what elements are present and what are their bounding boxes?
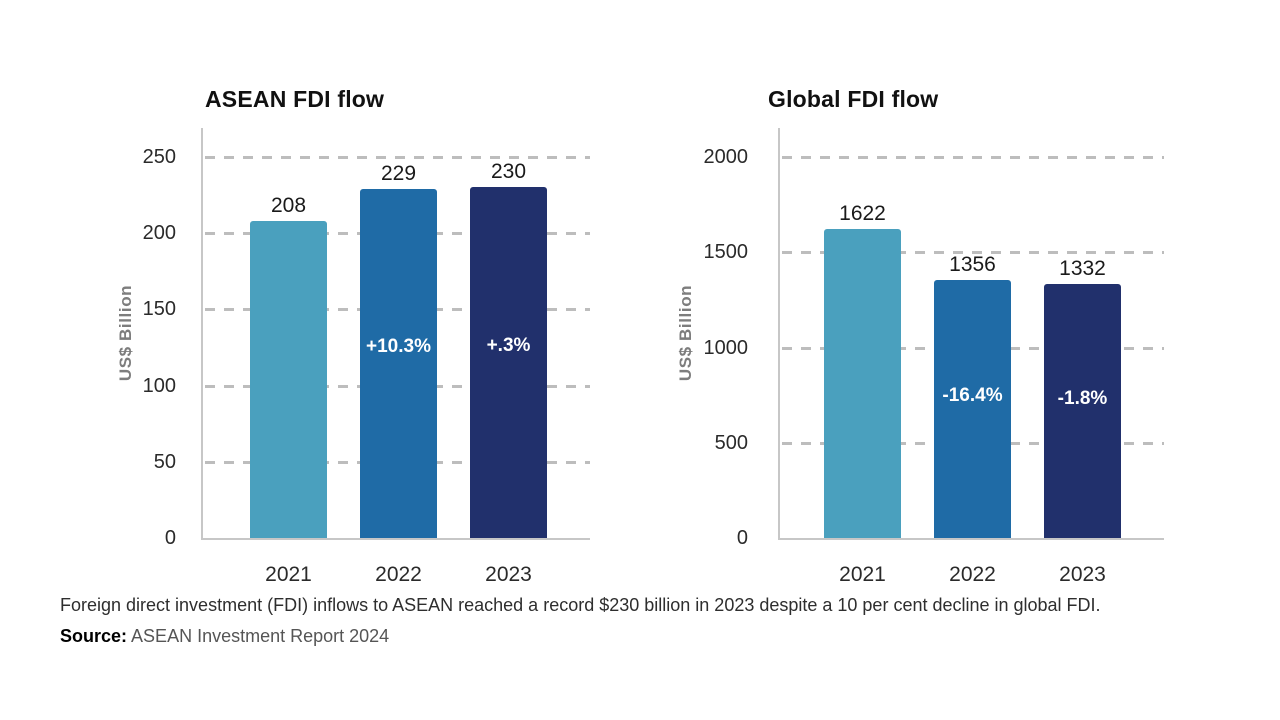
bar-value-label: 1332 xyxy=(1059,257,1106,281)
bar-value-label: 208 xyxy=(270,194,307,217)
chart-title-asean: ASEAN FDI flow xyxy=(205,86,385,112)
bar-2022 xyxy=(934,279,1011,538)
bar-2021 xyxy=(824,229,901,538)
y-tick-label: 150 xyxy=(142,298,176,321)
source-text: ASEAN Investment Report 2024 xyxy=(131,626,390,646)
y-tick-label: 1500 xyxy=(703,241,749,264)
bar-pct-label: +.3% xyxy=(486,334,531,356)
y-tick-label: 2000 xyxy=(703,146,749,168)
bar-value-label: 1356 xyxy=(949,252,996,276)
y-tick-label: 0 xyxy=(164,527,176,549)
x-tick-label: 2023 xyxy=(485,563,532,586)
x-tick-label: 2023 xyxy=(1059,563,1106,586)
source-label: Source: xyxy=(60,626,128,646)
y-tick-label: 1000 xyxy=(703,336,749,359)
gridline xyxy=(782,156,1164,159)
chart-title-global: Global FDI flow xyxy=(768,86,939,112)
gridline xyxy=(782,251,1164,255)
y-tick-label: 500 xyxy=(714,431,748,454)
x-tick-label: 2022 xyxy=(375,563,422,586)
x-tick-label: 2021 xyxy=(265,563,312,586)
y-axis-line xyxy=(201,128,203,540)
x-tick-label: 2021 xyxy=(839,563,886,586)
bar-pct-label: +10.3% xyxy=(366,335,431,357)
y-tick-label: 200 xyxy=(142,222,176,245)
y-tick-label: 0 xyxy=(736,527,748,549)
y-tick-label: 100 xyxy=(142,374,176,397)
figure-caption: Foreign direct investment (FDI) inflows … xyxy=(60,595,1101,615)
bar-pct-label: -1.8% xyxy=(1057,387,1108,409)
y-axis-line xyxy=(778,128,780,540)
x-tick-label: 2022 xyxy=(949,563,996,586)
y-axis-title-asean: US$ Billion xyxy=(116,284,135,382)
gridline xyxy=(205,156,590,159)
bar-value-label: 230 xyxy=(490,160,527,184)
y-axis-title-global: US$ Billion xyxy=(676,284,695,382)
x-axis-line xyxy=(203,538,590,540)
y-tick-label: 50 xyxy=(153,450,176,473)
y-tick-label: 250 xyxy=(142,146,176,168)
x-axis-line xyxy=(780,538,1164,540)
bar-2023 xyxy=(1044,284,1121,538)
bar-2023 xyxy=(470,187,547,538)
source-line: Source: ASEAN Investment Report 2024 xyxy=(60,625,389,647)
bar-2022 xyxy=(360,189,437,538)
bar-value-label: 1622 xyxy=(839,202,886,225)
bar-pct-label: -16.4% xyxy=(942,385,1003,407)
bar-value-label: 229 xyxy=(380,162,417,185)
bar-2021 xyxy=(250,221,327,538)
